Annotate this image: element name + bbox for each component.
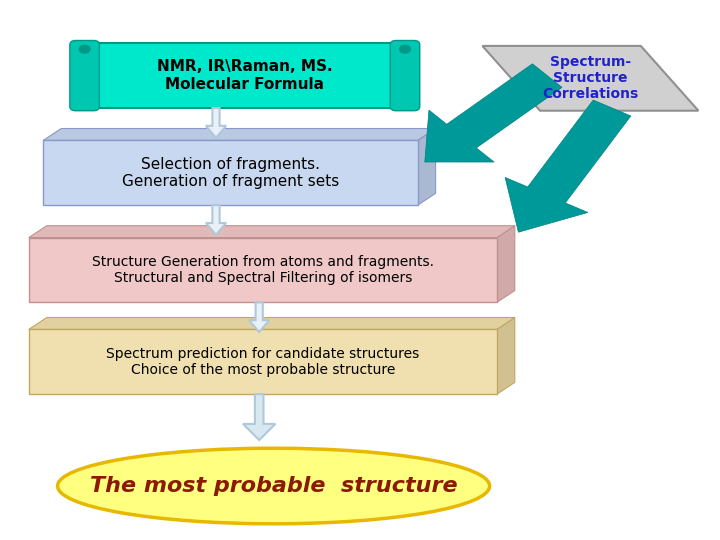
Text: Spectrum prediction for candidate structures
Choice of the most probable structu: Spectrum prediction for candidate struct… — [106, 347, 420, 377]
Polygon shape — [43, 140, 418, 205]
Polygon shape — [505, 100, 631, 232]
Polygon shape — [29, 226, 515, 238]
Ellipse shape — [58, 448, 490, 524]
Polygon shape — [206, 205, 226, 235]
Polygon shape — [418, 129, 436, 205]
Circle shape — [399, 45, 410, 53]
Polygon shape — [497, 226, 515, 302]
Polygon shape — [206, 108, 226, 138]
Polygon shape — [29, 238, 497, 302]
FancyBboxPatch shape — [390, 40, 420, 111]
Polygon shape — [243, 394, 275, 440]
Polygon shape — [249, 302, 269, 332]
Text: Structure Generation from atoms and fragments.
Structural and Spectral Filtering: Structure Generation from atoms and frag… — [92, 255, 433, 285]
FancyBboxPatch shape — [70, 40, 99, 111]
Polygon shape — [425, 64, 562, 162]
Polygon shape — [86, 43, 403, 108]
Text: Spectrum-
Structure
Correlations: Spectrum- Structure Correlations — [542, 55, 639, 102]
Text: The most probable  structure: The most probable structure — [90, 476, 457, 496]
Polygon shape — [43, 129, 436, 140]
Polygon shape — [29, 318, 515, 329]
Polygon shape — [482, 46, 698, 111]
Text: Selection of fragments.
Generation of fragment sets: Selection of fragments. Generation of fr… — [122, 157, 339, 189]
Text: NMR, IR\Raman, MS.
Molecular Formula: NMR, IR\Raman, MS. Molecular Formula — [157, 59, 333, 92]
Polygon shape — [29, 329, 497, 394]
Polygon shape — [497, 318, 515, 394]
Circle shape — [78, 45, 91, 53]
